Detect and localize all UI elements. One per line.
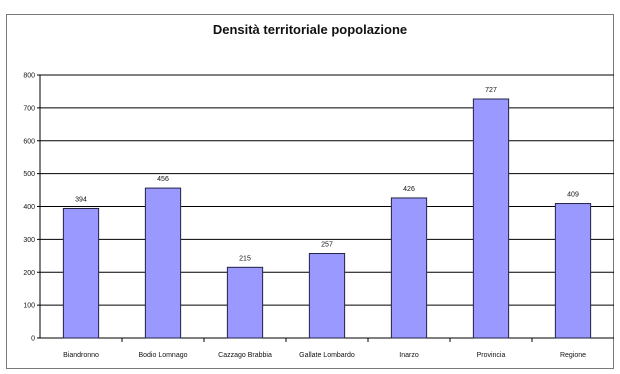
data-label: 456 [157, 176, 169, 183]
labels: 0 100 200 300 400 500 600 700 800 394 Biandronno 45… [23, 73, 586, 360]
y-tick-label: 100 [23, 303, 35, 310]
data-label: 257 [321, 242, 333, 249]
data-label: 409 [567, 192, 579, 199]
y-tick-label: 800 [23, 73, 35, 80]
bar-1 [144, 187, 182, 339]
bar-3 [308, 253, 346, 339]
data-label: 394 [75, 196, 87, 203]
category-label: Gallate Lombardo [299, 352, 355, 359]
bar-6 [554, 203, 592, 339]
y-tick-label: 0 [31, 336, 35, 343]
bar-2 [226, 266, 264, 339]
chart-title: Densità territoriale popolazione [212, 22, 408, 37]
data-label: 215 [239, 255, 251, 262]
bar-0 [62, 207, 100, 339]
category-label: Biandronno [63, 352, 99, 359]
data-label: 727 [485, 87, 497, 94]
bars [62, 98, 592, 339]
y-tick-label: 300 [23, 237, 35, 244]
bar-5 [472, 98, 510, 339]
category-label: Inarzo [399, 352, 419, 359]
y-tick-label: 200 [23, 270, 35, 277]
y-tick-label: 400 [23, 204, 35, 211]
bar-4 [390, 197, 428, 339]
category-label: Bodio Lomnago [138, 352, 187, 359]
category-label: Cazzago Brabbia [218, 352, 272, 359]
y-tick-label: 700 [23, 105, 35, 112]
y-tick-label: 500 [23, 171, 35, 178]
data-label: 426 [403, 186, 415, 193]
category-label: Provincia [477, 352, 506, 359]
y-tick-label: 600 [23, 138, 35, 145]
category-label: Regione [560, 352, 586, 359]
